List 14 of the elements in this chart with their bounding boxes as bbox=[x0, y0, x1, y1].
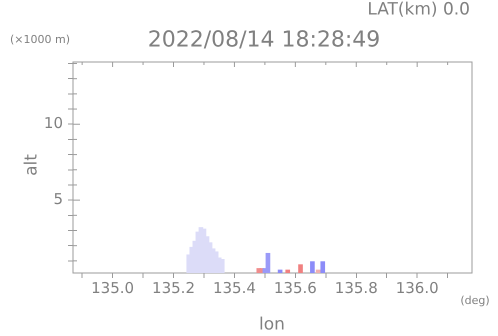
x-tick-label: 135.4 bbox=[212, 278, 256, 297]
x-tick-label: 135.6 bbox=[274, 278, 317, 297]
y-tick-label: 5 bbox=[53, 190, 63, 208]
y-tick-label: 10 bbox=[44, 114, 63, 132]
y-axis-title: alt bbox=[21, 154, 42, 176]
x-tick-label: 136.0 bbox=[396, 278, 439, 297]
x-tick-label: 135.2 bbox=[152, 278, 195, 297]
text: (deg) bbox=[460, 294, 490, 307]
x-axis-title: lon bbox=[259, 314, 285, 334]
text: (×1000 m) bbox=[10, 32, 70, 46]
text: LAT(km) 0.0 bbox=[367, 0, 470, 20]
x-tick-label: 135.0 bbox=[91, 278, 134, 297]
chart-title: 2022/08/14 18:28:49 bbox=[148, 28, 380, 53]
x-tick-label: 135.8 bbox=[334, 278, 378, 297]
